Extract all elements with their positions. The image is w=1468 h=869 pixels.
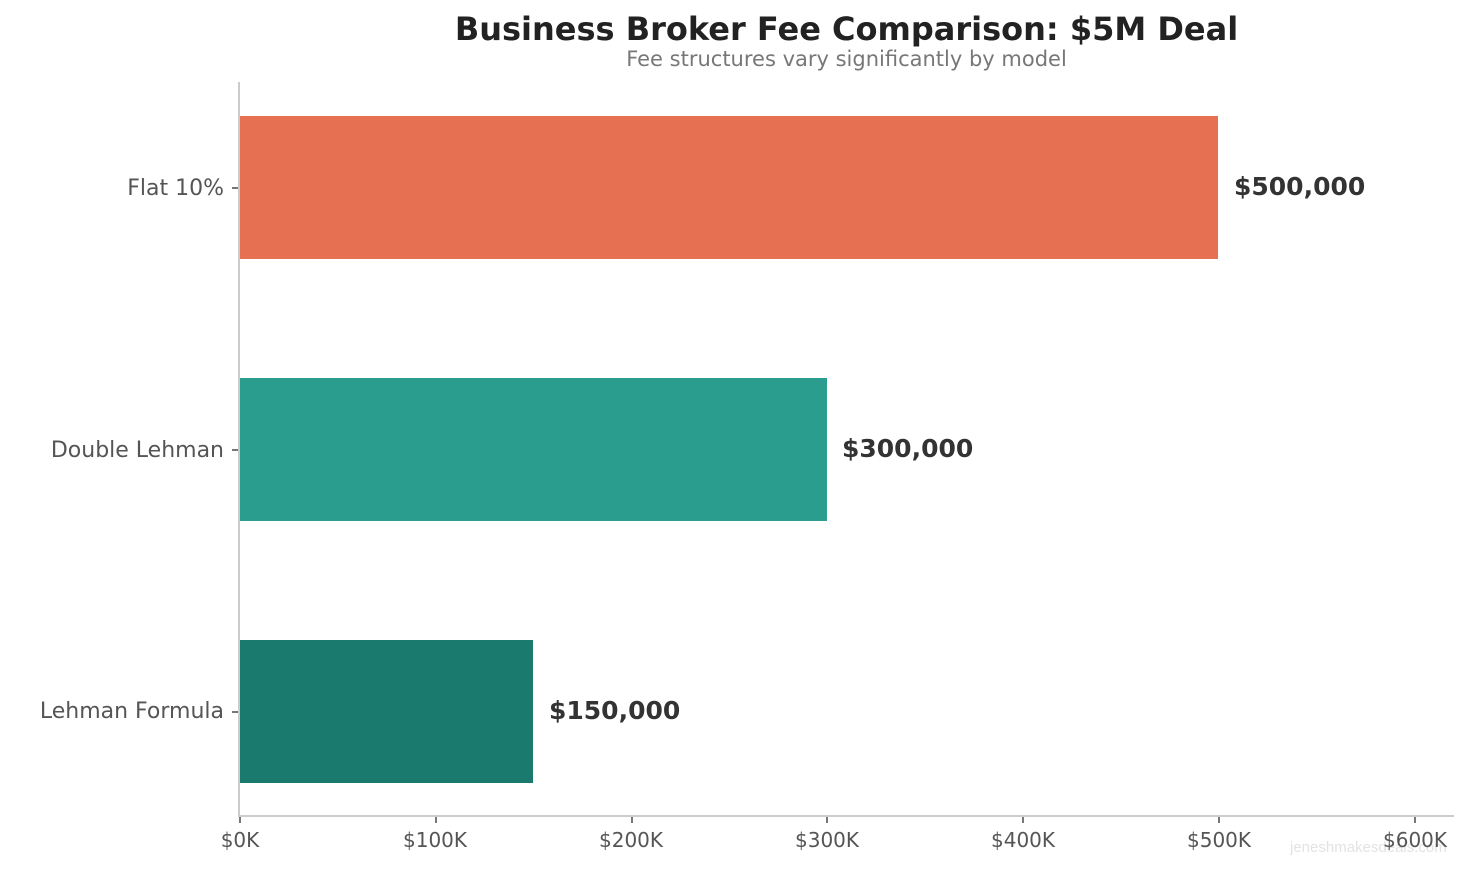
- y-axis-line: [238, 82, 240, 817]
- y-tick: [232, 449, 238, 451]
- y-tick: [232, 711, 238, 713]
- x-tick: [239, 817, 241, 823]
- x-tick-label: $300K: [794, 828, 860, 852]
- bar-value-label: $150,000: [549, 696, 681, 725]
- x-tick: [826, 817, 828, 823]
- x-tick-label: $200K: [598, 828, 664, 852]
- x-tick-label: $0K: [220, 828, 260, 852]
- bar-double-lehman: [240, 378, 827, 521]
- x-tick: [1218, 817, 1220, 823]
- x-tick: [435, 817, 437, 823]
- bar-value-label: $500,000: [1234, 172, 1366, 201]
- x-tick-label: $400K: [990, 828, 1056, 852]
- bar-flat-10: [240, 116, 1218, 259]
- category-label: Flat 10%: [127, 176, 224, 201]
- watermark: jeneshmakesdeals.com: [1290, 839, 1447, 856]
- bar-lehman-formula: [240, 640, 533, 783]
- chart-title: Business Broker Fee Comparison: $5M Deal: [454, 10, 1239, 48]
- x-axis-line: [238, 815, 1454, 817]
- category-label: Double Lehman: [50, 438, 224, 463]
- x-tick: [1414, 817, 1416, 823]
- x-tick: [1022, 817, 1024, 823]
- y-tick: [232, 187, 238, 189]
- bar-value-label: $300,000: [842, 434, 974, 463]
- x-tick-label: $100K: [402, 828, 468, 852]
- x-tick-label: $600K: [1382, 828, 1448, 852]
- x-tick-label: $500K: [1186, 828, 1252, 852]
- category-label: Lehman Formula: [39, 699, 224, 724]
- x-tick: [631, 817, 633, 823]
- chart-subtitle: Fee structures vary significantly by mod…: [626, 47, 1067, 71]
